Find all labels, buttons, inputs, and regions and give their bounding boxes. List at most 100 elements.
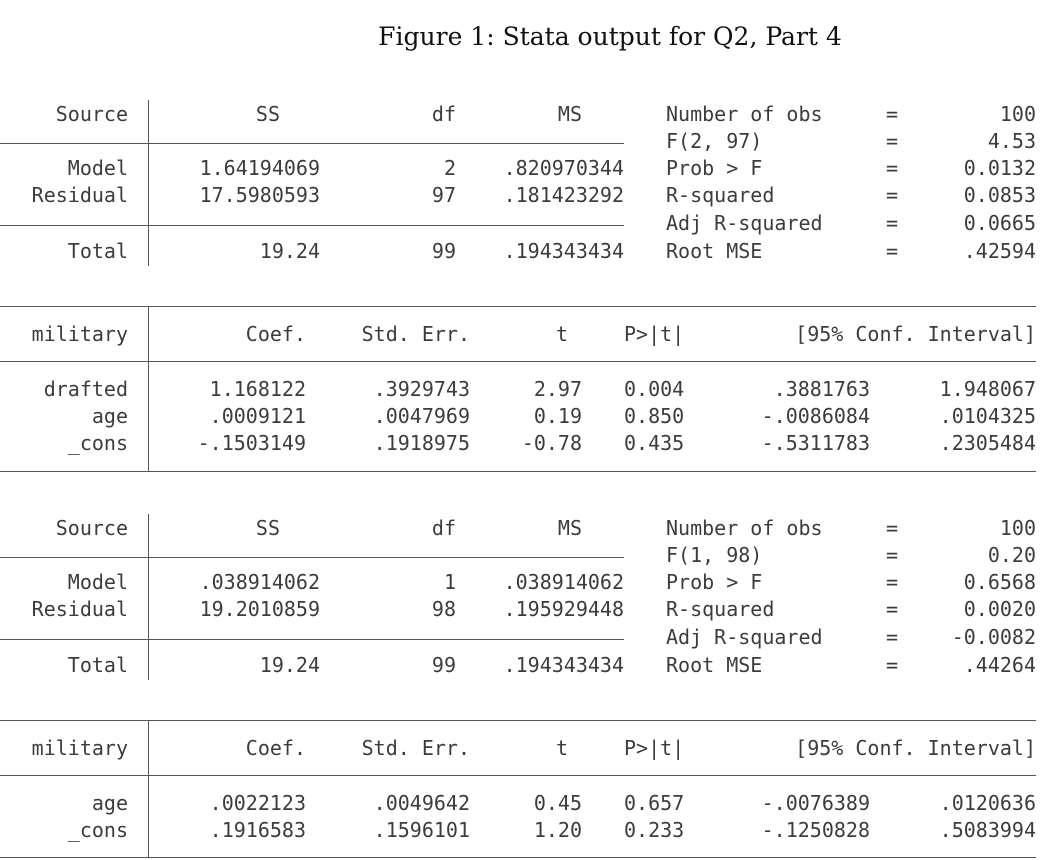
stat-label: Prob > F	[666, 570, 763, 594]
stat-value: 0.0665	[963, 211, 1036, 235]
stat-value: 100	[999, 516, 1036, 540]
stat-value: 4.53	[987, 129, 1036, 153]
stat-label: R-squared	[666, 183, 775, 207]
stat-eq: =	[886, 653, 899, 677]
coef-ci-low: -.0086084	[761, 404, 870, 428]
coef-header-t: t	[555, 736, 568, 760]
coef-var: drafted	[43, 377, 128, 401]
coef-var: age	[91, 404, 128, 428]
coef-rule	[0, 857, 1036, 858]
coef-se: .1596101	[373, 818, 470, 842]
anova-row-ms: .038914062	[503, 570, 624, 594]
stat-eq: =	[886, 516, 899, 540]
anova-total-ms: .194343434	[503, 239, 624, 263]
anova-row-source: Residual	[31, 183, 128, 207]
coef-p: 0.850	[624, 404, 685, 428]
anova-total-ss: 19.24	[259, 239, 320, 263]
coef-divider	[148, 306, 149, 472]
stat-eq: =	[886, 156, 899, 180]
anova-total-ss: 19.24	[259, 653, 320, 677]
coef-depvar: military	[31, 736, 128, 760]
anova-header-df: df	[431, 102, 456, 126]
anova-header-ss: SS	[255, 516, 280, 540]
stat-eq: =	[886, 183, 899, 207]
coef-header-se: Std. Err.	[361, 322, 470, 346]
coef-var: _cons	[67, 431, 128, 455]
stat-label: Number of obs	[666, 102, 823, 126]
anova-row-ss: 1.64194069	[199, 156, 320, 180]
coef-rule	[0, 720, 1036, 721]
coef-p: 0.004	[624, 377, 685, 401]
coef-t: -0.78	[521, 431, 582, 455]
stat-label: Adj R-squared	[666, 625, 823, 649]
anova-total-source: Total	[67, 239, 128, 263]
stat-label: F(2, 97)	[666, 129, 763, 153]
coef-ci-high: .2305484	[939, 431, 1036, 455]
coef-depvar: military	[31, 322, 128, 346]
coef-header-ci: [95% Conf. Interval]	[795, 736, 1036, 760]
anova-row-ss: .038914062	[199, 570, 320, 594]
stat-value: 0.0020	[963, 597, 1036, 621]
coef-ci-low: -.0076389	[761, 791, 870, 815]
coef-header-t: t	[555, 322, 568, 346]
stat-value: 0.0132	[963, 156, 1036, 180]
anova-total-ms: .194343434	[503, 653, 624, 677]
anova-header-ms: MS	[557, 516, 582, 540]
coef-header-p: P>|t|	[624, 322, 685, 346]
stat-value: 100	[999, 102, 1036, 126]
coef-rule	[0, 361, 1036, 362]
coef-rule	[0, 775, 1036, 776]
stat-eq: =	[886, 625, 899, 649]
coef-value: 1.168122	[209, 377, 306, 401]
coef-divider	[148, 720, 149, 858]
coef-value: .0022123	[209, 791, 306, 815]
anova-row-source: Model	[67, 156, 128, 180]
stat-label: F(1, 98)	[666, 543, 763, 567]
stat-eq: =	[886, 129, 899, 153]
anova-total-df: 99	[431, 653, 456, 677]
stat-eq: =	[886, 543, 899, 567]
anova-row-df: 1	[443, 570, 456, 594]
anova-rule	[0, 143, 624, 144]
anova-row-df: 98	[431, 597, 456, 621]
coef-p: 0.233	[624, 818, 685, 842]
stat-value: .42594	[963, 239, 1036, 263]
coef-ci-high: 1.948067	[939, 377, 1036, 401]
anova-row-ss: 17.5980593	[199, 183, 320, 207]
coef-se: .1918975	[373, 431, 470, 455]
coef-se: .0047969	[373, 404, 470, 428]
coef-t: 2.97	[533, 377, 582, 401]
coef-header-p: P>|t|	[624, 736, 685, 760]
anova-divider	[148, 100, 149, 266]
anova-total-df: 99	[431, 239, 456, 263]
anova-divider	[148, 514, 149, 680]
stat-value: .44264	[963, 653, 1036, 677]
anova-total-source: Total	[67, 653, 128, 677]
stat-value: -0.0082	[951, 625, 1036, 649]
anova-row-source: Residual	[31, 597, 128, 621]
anova-row-df: 2	[443, 156, 456, 180]
coef-value: -.1503149	[197, 431, 306, 455]
anova-row-df: 97	[431, 183, 456, 207]
stat-label: R-squared	[666, 597, 775, 621]
coef-ci-low: -.1250828	[761, 818, 870, 842]
coef-header-coef: Coef.	[245, 736, 306, 760]
stat-eq: =	[886, 211, 899, 235]
anova-row-ms: .195929448	[503, 597, 624, 621]
coef-value: .0009121	[209, 404, 306, 428]
stat-label: Number of obs	[666, 516, 823, 540]
anova-row-ss: 19.2010859	[199, 597, 320, 621]
coef-ci-high: .5083994	[939, 818, 1036, 842]
stat-eq: =	[886, 570, 899, 594]
stat-eq: =	[886, 239, 899, 263]
coef-t: 1.20	[533, 818, 582, 842]
anova-header-ms: MS	[557, 102, 582, 126]
anova-header-df: df	[431, 516, 456, 540]
stat-value: 0.0853	[963, 183, 1036, 207]
coef-ci-low: -.5311783	[761, 431, 870, 455]
coef-t: 0.19	[533, 404, 582, 428]
coef-se: .0049642	[373, 791, 470, 815]
coef-p: 0.435	[624, 431, 685, 455]
stat-eq: =	[886, 597, 899, 621]
stat-value: 0.20	[987, 543, 1036, 567]
